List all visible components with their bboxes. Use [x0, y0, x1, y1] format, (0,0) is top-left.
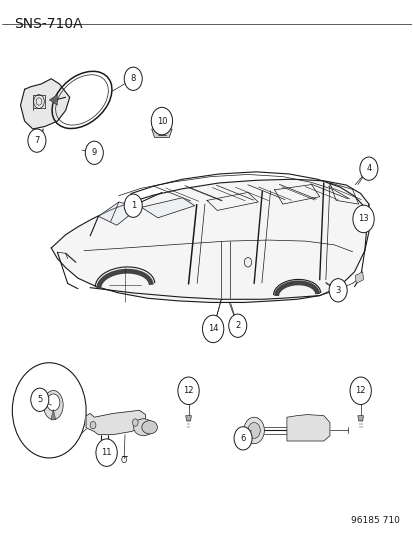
Polygon shape	[141, 198, 194, 218]
Text: 13: 13	[357, 214, 368, 223]
Polygon shape	[98, 202, 139, 225]
Circle shape	[96, 439, 117, 466]
Text: 2: 2	[235, 321, 240, 330]
Text: 11: 11	[101, 448, 112, 457]
Circle shape	[90, 422, 96, 429]
Circle shape	[151, 107, 172, 135]
Text: 6: 6	[240, 434, 245, 443]
Polygon shape	[357, 416, 363, 421]
Polygon shape	[151, 129, 172, 138]
Text: 1: 1	[130, 201, 135, 210]
Text: 7: 7	[34, 136, 40, 145]
Circle shape	[12, 363, 86, 458]
Circle shape	[247, 423, 260, 438]
Circle shape	[228, 314, 246, 337]
Text: 8: 8	[130, 74, 135, 83]
Text: SNS-710A: SNS-710A	[14, 17, 83, 31]
Text: 9: 9	[91, 148, 97, 157]
Circle shape	[202, 315, 223, 343]
Circle shape	[178, 377, 199, 405]
Polygon shape	[21, 79, 69, 129]
Polygon shape	[49, 95, 57, 105]
Circle shape	[47, 394, 60, 411]
Circle shape	[124, 67, 142, 91]
Text: 3: 3	[335, 286, 340, 295]
Circle shape	[132, 419, 138, 426]
Circle shape	[359, 157, 377, 180]
Text: 4: 4	[366, 164, 370, 173]
Ellipse shape	[142, 421, 157, 434]
Circle shape	[85, 141, 103, 165]
Text: 96185 710: 96185 710	[350, 515, 399, 524]
Text: 12: 12	[183, 386, 193, 395]
Polygon shape	[51, 409, 56, 420]
Circle shape	[328, 279, 347, 302]
Text: 5: 5	[37, 395, 42, 404]
Polygon shape	[185, 416, 191, 421]
Text: 10: 10	[156, 117, 167, 126]
Polygon shape	[354, 272, 363, 284]
Circle shape	[233, 427, 252, 450]
Circle shape	[349, 377, 370, 405]
Polygon shape	[86, 410, 145, 435]
Circle shape	[243, 417, 264, 443]
Text: 14: 14	[207, 325, 218, 334]
Circle shape	[31, 388, 49, 411]
Polygon shape	[51, 179, 368, 302]
Circle shape	[124, 194, 142, 217]
Polygon shape	[286, 415, 329, 441]
Ellipse shape	[43, 391, 63, 419]
Ellipse shape	[133, 419, 153, 435]
Circle shape	[28, 129, 46, 152]
Circle shape	[352, 205, 373, 233]
Text: 12: 12	[355, 386, 365, 395]
